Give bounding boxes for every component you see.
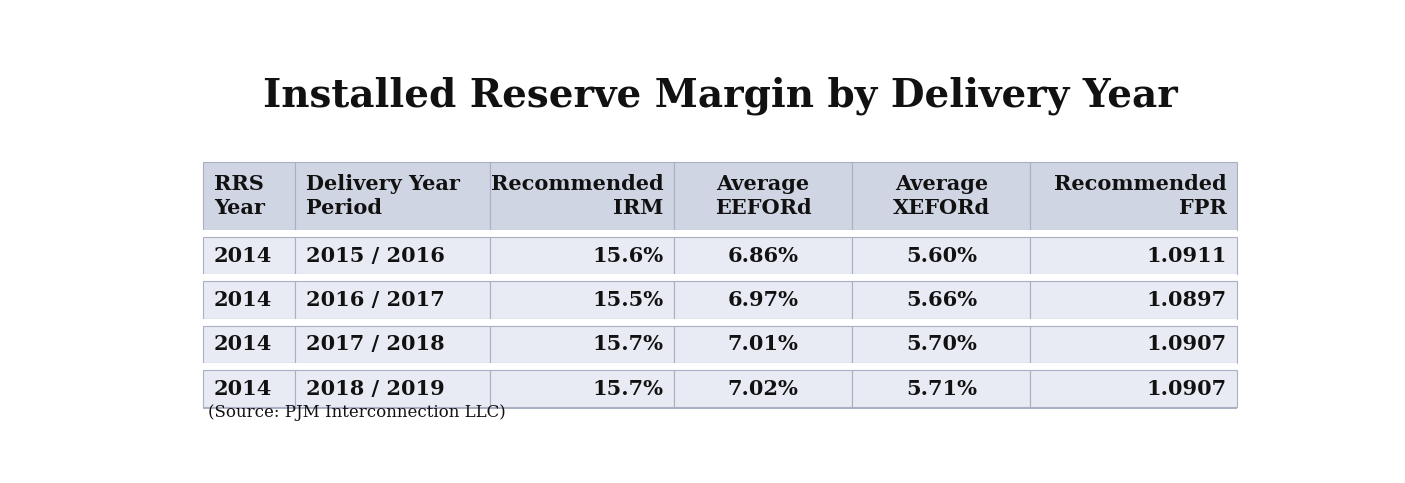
FancyBboxPatch shape <box>1030 326 1238 363</box>
Text: Recommended
FPR: Recommended FPR <box>1054 174 1227 218</box>
Text: 1.0907: 1.0907 <box>1146 334 1227 355</box>
FancyBboxPatch shape <box>853 326 1030 363</box>
Text: 15.7%: 15.7% <box>592 379 663 398</box>
Text: Installed Reserve Margin by Delivery Year: Installed Reserve Margin by Delivery Yea… <box>263 76 1177 115</box>
FancyBboxPatch shape <box>1030 282 1238 319</box>
Text: 1.0911: 1.0911 <box>1146 246 1227 266</box>
Text: 6.97%: 6.97% <box>728 290 798 310</box>
FancyBboxPatch shape <box>674 282 853 319</box>
FancyBboxPatch shape <box>490 370 674 407</box>
Text: 15.6%: 15.6% <box>592 246 663 266</box>
Text: 15.7%: 15.7% <box>592 334 663 355</box>
Text: 7.01%: 7.01% <box>728 334 798 355</box>
Text: 2015 / 2016: 2015 / 2016 <box>306 246 444 266</box>
FancyBboxPatch shape <box>1030 237 1238 274</box>
Text: 2017 / 2018: 2017 / 2018 <box>306 334 444 355</box>
FancyBboxPatch shape <box>490 282 674 319</box>
FancyBboxPatch shape <box>202 407 1238 409</box>
Text: 15.5%: 15.5% <box>592 290 663 310</box>
Text: 2018 / 2019: 2018 / 2019 <box>306 379 444 398</box>
FancyBboxPatch shape <box>202 162 295 230</box>
Text: 6.86%: 6.86% <box>728 246 798 266</box>
FancyBboxPatch shape <box>853 237 1030 274</box>
FancyBboxPatch shape <box>853 370 1030 407</box>
FancyBboxPatch shape <box>202 326 295 363</box>
FancyBboxPatch shape <box>295 162 490 230</box>
FancyBboxPatch shape <box>674 370 853 407</box>
Text: 2014: 2014 <box>214 290 273 310</box>
Text: Delivery Year
Period: Delivery Year Period <box>306 174 459 218</box>
Text: 2014: 2014 <box>214 334 273 355</box>
FancyBboxPatch shape <box>202 363 1238 370</box>
FancyBboxPatch shape <box>202 230 1238 237</box>
Text: (Source: PJM Interconnection LLC): (Source: PJM Interconnection LLC) <box>208 404 506 421</box>
Text: RRS
Year: RRS Year <box>214 174 264 218</box>
Text: 2014: 2014 <box>214 246 273 266</box>
FancyBboxPatch shape <box>490 162 674 230</box>
FancyBboxPatch shape <box>1030 370 1238 407</box>
Text: 5.66%: 5.66% <box>906 290 976 310</box>
FancyBboxPatch shape <box>202 282 295 319</box>
FancyBboxPatch shape <box>1030 162 1238 230</box>
Text: 5.70%: 5.70% <box>906 334 976 355</box>
FancyBboxPatch shape <box>853 162 1030 230</box>
Text: 2014: 2014 <box>214 379 273 398</box>
FancyBboxPatch shape <box>295 326 490 363</box>
Text: 1.0897: 1.0897 <box>1146 290 1227 310</box>
FancyBboxPatch shape <box>490 326 674 363</box>
Text: Average
EEFORd: Average EEFORd <box>715 174 812 218</box>
FancyBboxPatch shape <box>295 237 490 274</box>
Text: 5.60%: 5.60% <box>906 246 976 266</box>
Text: Recommended
IRM: Recommended IRM <box>490 174 663 218</box>
FancyBboxPatch shape <box>674 237 853 274</box>
FancyBboxPatch shape <box>674 162 853 230</box>
FancyBboxPatch shape <box>295 370 490 407</box>
FancyBboxPatch shape <box>490 237 674 274</box>
FancyBboxPatch shape <box>295 282 490 319</box>
FancyBboxPatch shape <box>202 237 295 274</box>
FancyBboxPatch shape <box>674 326 853 363</box>
Text: 7.02%: 7.02% <box>728 379 798 398</box>
Text: Average
XEFORd: Average XEFORd <box>892 174 991 218</box>
FancyBboxPatch shape <box>202 370 295 407</box>
Text: 5.71%: 5.71% <box>906 379 976 398</box>
FancyBboxPatch shape <box>853 282 1030 319</box>
FancyBboxPatch shape <box>202 274 1238 282</box>
Text: 1.0907: 1.0907 <box>1146 379 1227 398</box>
Text: 2016 / 2017: 2016 / 2017 <box>306 290 444 310</box>
FancyBboxPatch shape <box>202 319 1238 326</box>
